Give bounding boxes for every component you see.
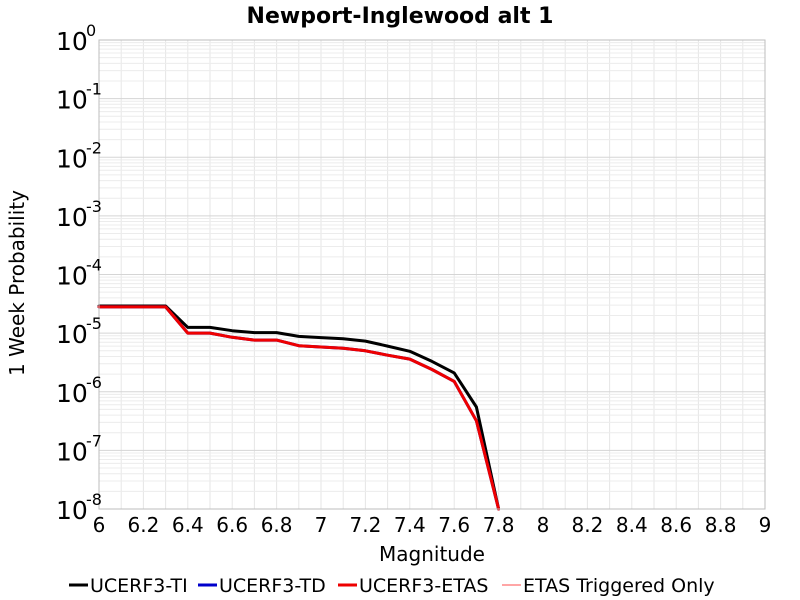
- y-tick-label: 10: [56, 86, 88, 115]
- y-tick-label: 10: [56, 144, 88, 173]
- y-tick-exponent: -4: [86, 256, 102, 275]
- x-tick-label: 7.6: [438, 513, 470, 537]
- series-line-3: [97, 305, 501, 511]
- y-tick-label: 10: [56, 496, 88, 525]
- y-tick-exponent: 0: [86, 21, 96, 40]
- series-layer: [97, 304, 501, 511]
- legend-label: UCERF3-TD: [219, 575, 326, 597]
- legend-label: UCERF3-ETAS: [359, 575, 488, 597]
- chart-title: Newport-Inglewood alt 1: [247, 4, 554, 29]
- x-tick-label: 8.6: [660, 513, 692, 537]
- y-tick-exponent: -6: [86, 373, 102, 392]
- y-tick-exponent: -7: [86, 431, 102, 450]
- y-tick-label: 10: [56, 27, 88, 56]
- y-tick-exponent: -8: [86, 490, 102, 509]
- x-tick-label: 6: [93, 513, 106, 537]
- x-tick-label: 7.8: [483, 513, 515, 537]
- grid: [99, 40, 765, 509]
- y-tick-label: 10: [56, 320, 88, 349]
- y-tick-label: 10: [56, 379, 88, 408]
- y-axis-label: 1 Week Probability: [5, 190, 29, 376]
- x-tick-label: 8: [537, 513, 550, 537]
- x-tick-label: 9: [759, 513, 772, 537]
- x-tick-label: 8.4: [616, 513, 648, 537]
- x-ticks: 6 6.2 6.4 6.6 6.8 7 7.2 7.4 7.6 7.8 8 8.2 8.4 8.6 8.8 9: [93, 513, 772, 537]
- x-tick-label: 6.4: [172, 513, 204, 537]
- x-tick-label: 6.8: [261, 513, 293, 537]
- x-tick-label: 6.6: [216, 513, 248, 537]
- x-axis-label: Magnitude: [379, 542, 485, 566]
- x-tick-label: 7.2: [349, 513, 381, 537]
- x-tick-label: 7.4: [394, 513, 426, 537]
- y-tick-exponent: -1: [86, 80, 102, 99]
- x-tick-label: 7: [315, 513, 328, 537]
- y-tick-label: 10: [56, 437, 88, 466]
- y-tick-label: 10: [56, 262, 88, 291]
- legend-label: UCERF3-TI: [90, 575, 188, 597]
- legend-label: ETAS Triggered Only: [523, 575, 715, 597]
- plot-frame: [98, 39, 766, 510]
- x-tick-label: 8.8: [705, 513, 737, 537]
- y-tick-exponent: -2: [86, 138, 102, 157]
- y-tick-exponent: -5: [86, 314, 102, 333]
- x-tick-label: 6.2: [127, 513, 159, 537]
- y-tick-exponent: -3: [86, 197, 102, 216]
- legend: UCERF3-TI UCERF3-TD UCERF3-ETAS ETAS Trigge…: [69, 575, 715, 597]
- x-tick-label: 8.2: [571, 513, 603, 537]
- y-tick-label: 10: [56, 203, 88, 232]
